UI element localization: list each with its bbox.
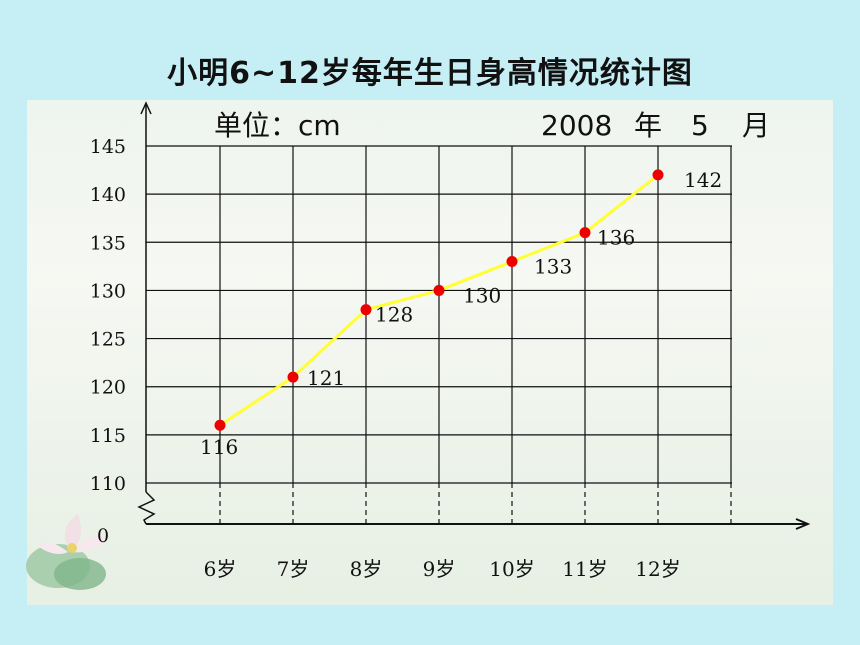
x-tick-label: 10岁 <box>489 557 534 581</box>
data-label: 121 <box>307 366 345 390</box>
data-label: 116 <box>200 435 238 459</box>
axis-break <box>137 491 156 525</box>
data-point <box>579 227 591 239</box>
unit-label: 单位：cm <box>214 109 341 142</box>
chart-title: 小明6~12岁每年生日身高情况统计图 <box>167 56 693 91</box>
x-axis-arrow <box>795 518 811 530</box>
data-point <box>506 256 518 268</box>
y-tick-label: 135 <box>90 232 126 254</box>
date-month-char: 月 <box>742 109 770 142</box>
x-tick-label: 6岁 <box>204 557 237 581</box>
grid-lines <box>146 145 732 524</box>
x-tick-label: 11岁 <box>562 557 607 581</box>
data-point <box>433 284 445 296</box>
data-label: 136 <box>597 226 635 250</box>
data-label: 128 <box>375 303 413 327</box>
data-label: 142 <box>684 168 722 192</box>
date-year-char: 年 <box>634 109 662 142</box>
y-tick-label: 120 <box>90 377 126 399</box>
x-tick-label: 7岁 <box>277 557 310 581</box>
lotus-decoration <box>26 514 108 590</box>
data-point <box>360 304 372 316</box>
data-point <box>287 371 299 383</box>
data-label: 133 <box>534 255 572 279</box>
x-tick-label: 8岁 <box>350 557 383 581</box>
y-tick-label: 130 <box>90 280 126 302</box>
y-tick-label: 145 <box>90 136 126 158</box>
chart-panel <box>27 100 833 605</box>
x-tick-label: 9岁 <box>423 557 456 581</box>
y-axis-arrow <box>140 101 152 115</box>
origin-label: 0 <box>97 525 109 547</box>
date-year: 2008 <box>541 109 612 142</box>
series-height: 116 121 128 130 133 136 142 <box>200 168 722 459</box>
data-point <box>214 419 226 431</box>
y-tick-label: 140 <box>90 184 126 206</box>
date-month: 5 <box>691 109 709 142</box>
data-point <box>652 169 664 181</box>
data-label: 130 <box>463 283 501 307</box>
x-tick-label: 12岁 <box>635 557 680 581</box>
y-tick-label: 110 <box>90 473 126 495</box>
y-tick-labels: 145 140 135 130 125 120 115 110 <box>90 136 126 495</box>
y-tick-label: 125 <box>90 329 126 351</box>
y-tick-label: 115 <box>90 425 126 447</box>
x-tick-labels: 6岁 7岁 8岁 9岁 10岁 11岁 12岁 <box>204 557 681 581</box>
axes <box>137 101 811 530</box>
